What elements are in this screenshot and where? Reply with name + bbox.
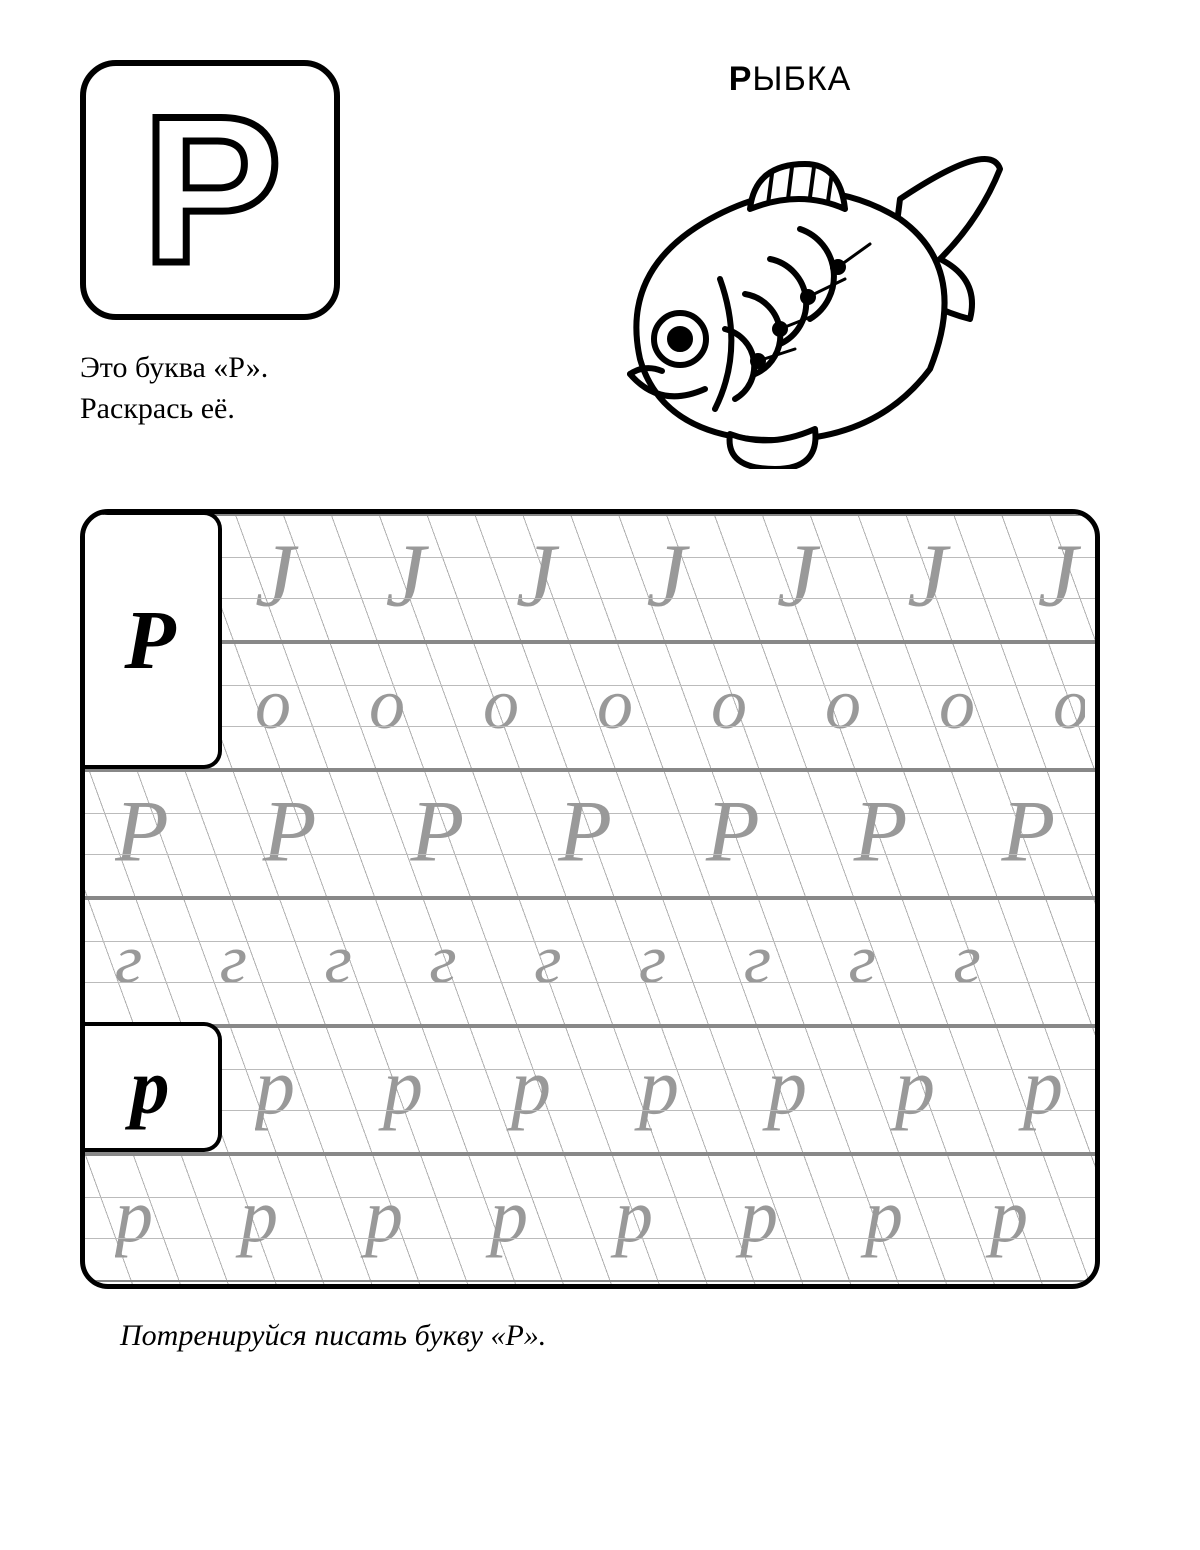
trace-letters: о о о о о о о о [255,663,1085,746]
word-first-letter: Р [729,60,753,98]
practice-row: Р Р Р Р Р Р Р Р [85,770,1095,898]
letter-box: Р [80,60,340,320]
letter-instruction: Это буква «Р». Раскрась её. [80,348,400,429]
practice-row: Ј Ј Ј Ј Ј Ј Ј [85,514,1095,642]
word-label: РЫБКА [460,60,1120,99]
example-lowercase-letter: р [131,1042,170,1132]
illustration-column: РЫБКА [460,60,1120,469]
example-uppercase-box: Р [82,511,222,769]
practice-row: р р р р р р р [85,1026,1095,1154]
trace-letters: Р Р Р Р Р Р Р Р [115,781,1085,882]
trace-letters: р р р р р р р р [115,1173,1085,1260]
trace-letters: Ј Ј Ј Ј Ј Ј Ј [255,524,1085,627]
worksheet-page: Р Это буква «Р». Раскрась её. РЫБКА [0,0,1200,1550]
trace-letters: р р р р р р р [255,1043,1085,1134]
big-letter-glyph: Р [142,85,278,295]
letter-column: Р Это буква «Р». Раскрась её. [80,60,400,429]
example-lowercase-box: р [82,1022,222,1152]
fish-icon [570,109,1010,469]
trace-letters: г г г г г г г г г [115,920,1085,1000]
practice-row: р р р р р р р р [85,1154,1095,1282]
word-rest: ЫБКА [752,60,851,98]
instruction-line-1: Это буква «Р». [80,351,268,384]
top-section: Р Это буква «Р». Раскрась её. РЫБКА [80,60,1120,469]
practice-row: о о о о о о о о [85,642,1095,770]
bottom-caption: Потренируйся писать букву «Р». [80,1319,1120,1353]
handwriting-practice-grid: Р р Ј Ј Ј Ј Ј Ј Ј о о о о о о о о Р Р Р Р … [80,509,1100,1289]
example-uppercase-letter: Р [124,592,175,689]
practice-row: г г г г г г г г г [85,898,1095,1026]
instruction-line-2: Раскрась её. [80,392,235,425]
